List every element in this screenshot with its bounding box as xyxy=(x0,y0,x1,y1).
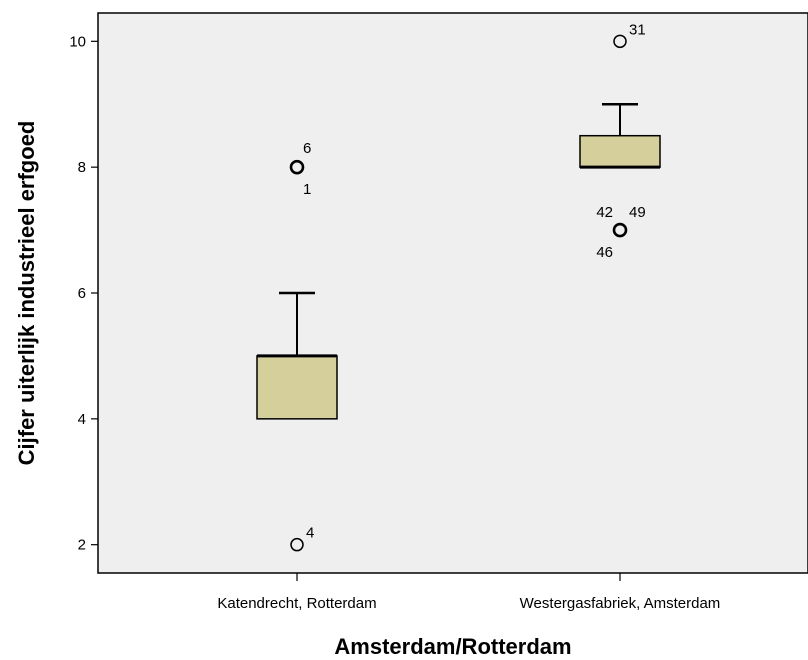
outlier-label: 49 xyxy=(629,204,646,221)
outlier-label: 4 xyxy=(306,525,314,542)
outlier-label: 31 xyxy=(629,21,646,38)
outlier-point xyxy=(613,34,627,49)
y-tick-label: 8 xyxy=(78,159,86,176)
boxes-layer: 6 1 4 31 42 49 46 xyxy=(256,21,661,552)
outlier-label: 42 xyxy=(596,204,613,221)
y-tick-label: 6 xyxy=(78,285,86,302)
x-axis-title: Amsterdam/Rotterdam xyxy=(334,634,571,659)
x-tick-label: Westergasfabriek, Amsterdam xyxy=(520,595,721,612)
box-group: 31 42 49 46 xyxy=(579,21,661,261)
box xyxy=(579,134,661,168)
x-tick-label: Katendrecht, Rotterdam xyxy=(217,595,376,612)
outlier-label: 6 xyxy=(303,140,311,157)
box xyxy=(256,355,338,420)
y-tick-label: 10 xyxy=(69,33,86,50)
y-axis-title: Cijfer uiterlijk industrieel erfgoed xyxy=(14,121,39,466)
outlier-point xyxy=(290,537,304,552)
y-tick-label: 2 xyxy=(78,537,86,554)
box-group: 6 1 4 xyxy=(256,140,338,552)
outlier-point xyxy=(289,159,305,175)
plot-area xyxy=(97,12,808,574)
outlier-label: 1 xyxy=(303,181,311,198)
y-axis: 2 4 6 8 10 xyxy=(69,33,98,554)
x-axis: Katendrecht, Rotterdam Westergasfabriek, … xyxy=(217,573,720,612)
outlier-point xyxy=(612,222,628,238)
outlier-label: 46 xyxy=(596,244,613,261)
y-tick-label: 4 xyxy=(78,411,86,428)
